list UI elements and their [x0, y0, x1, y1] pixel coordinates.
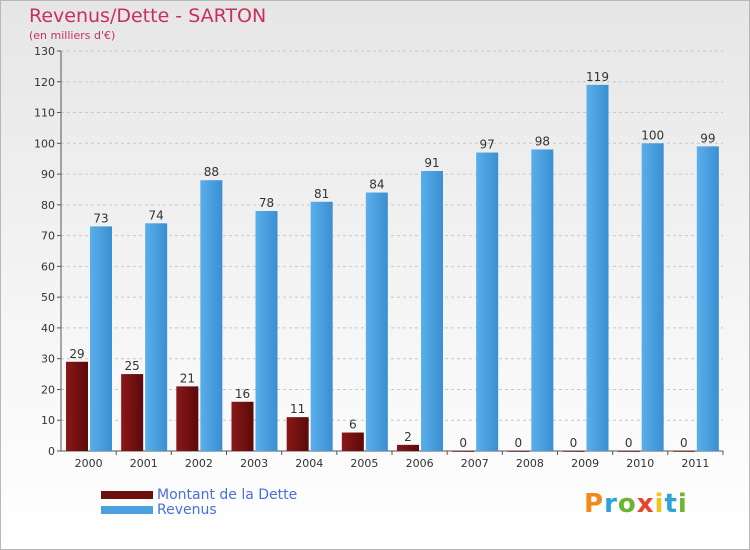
x-tick-label: 2001 [130, 457, 158, 470]
x-tick-label: 2009 [571, 457, 599, 470]
bar-dette [507, 451, 530, 452]
bar-dette [286, 417, 309, 451]
legend-label-dette: Montant de la Dette [157, 486, 298, 503]
y-tick-label: 50 [41, 291, 55, 304]
legend-label-revenus: Revenus [157, 501, 217, 518]
y-tick-label: 130 [34, 45, 55, 58]
x-tick-label: 2008 [516, 457, 544, 470]
proxiti-logo: Proxiti [584, 489, 688, 519]
bar-dette [121, 374, 144, 451]
bar-dette [452, 451, 475, 452]
bar-revenus [145, 223, 168, 451]
data-label-revenus: 97 [480, 138, 495, 152]
data-label-dette: 0 [515, 436, 523, 450]
data-label-revenus: 91 [424, 156, 439, 170]
data-label-dette: 0 [570, 436, 578, 450]
y-tick-label: 10 [41, 414, 55, 427]
bar-dette [231, 401, 254, 451]
data-label-revenus: 78 [259, 196, 274, 210]
y-tick-label: 0 [48, 445, 55, 458]
bar-revenus [255, 211, 278, 451]
data-label-dette: 0 [680, 436, 688, 450]
y-tick-label: 110 [34, 107, 55, 120]
y-tick-label: 40 [41, 322, 55, 335]
x-tick-label: 2002 [185, 457, 213, 470]
y-tick-label: 90 [41, 168, 55, 181]
bar-dette [176, 386, 199, 451]
legend-swatch-dette [101, 490, 153, 499]
bar-revenus [476, 152, 499, 452]
legend-item-revenus: Revenus [101, 501, 297, 518]
data-label-dette: 0 [459, 436, 467, 450]
data-label-dette: 29 [69, 347, 84, 361]
y-tick-label: 70 [41, 230, 55, 243]
x-tick-label: 2000 [75, 457, 103, 470]
data-label-dette: 25 [125, 359, 140, 373]
data-label-revenus: 119 [586, 70, 609, 84]
x-tick-label: 2010 [626, 457, 654, 470]
bar-revenus [696, 146, 719, 451]
bar-revenus [310, 201, 333, 451]
bar-revenus [200, 180, 223, 451]
bar-revenus [90, 226, 112, 451]
data-label-dette: 21 [180, 371, 195, 385]
legend: Montant de la Dette Revenus [101, 486, 298, 518]
bar-dette [672, 451, 695, 452]
x-tick-label: 2004 [295, 457, 323, 470]
bar-dette [617, 451, 640, 452]
x-tick-label: 2007 [461, 457, 489, 470]
data-label-dette: 11 [290, 402, 305, 416]
y-tick-label: 120 [34, 76, 55, 89]
x-tick-label: 2005 [350, 457, 378, 470]
chart-subtitle: (en milliers d'€) [29, 29, 116, 42]
data-label-dette: 0 [625, 436, 633, 450]
data-label-revenus: 73 [93, 211, 108, 225]
bar-dette [66, 361, 88, 451]
bar-revenus [641, 143, 664, 452]
data-label-revenus: 84 [369, 178, 384, 192]
x-tick-label: 2006 [406, 457, 434, 470]
data-label-dette: 2 [404, 430, 412, 444]
data-label-dette: 16 [235, 387, 250, 401]
y-tick-label: 100 [34, 137, 55, 150]
data-label-dette: 6 [349, 418, 357, 432]
bar-revenus [531, 149, 554, 451]
bar-revenus [421, 171, 443, 451]
y-tick-label: 30 [41, 353, 55, 366]
data-label-revenus: 81 [314, 187, 329, 201]
data-label-revenus: 100 [641, 128, 664, 142]
data-label-revenus: 99 [700, 131, 715, 145]
bar-dette [562, 451, 585, 452]
y-tick-label: 60 [41, 260, 55, 273]
data-label-revenus: 88 [204, 165, 219, 179]
bar-revenus [365, 192, 388, 452]
x-tick-label: 2003 [240, 457, 268, 470]
y-tick-label: 20 [41, 383, 55, 396]
legend-item-dette: Montant de la Dette [101, 486, 298, 503]
x-tick-label: 2011 [681, 457, 709, 470]
legend-swatch-revenus [101, 505, 153, 514]
y-tick-label: 80 [41, 199, 55, 212]
bar-dette [397, 444, 419, 451]
bar-revenus [586, 84, 609, 451]
data-label-revenus: 98 [535, 134, 550, 148]
bar-dette [341, 432, 364, 451]
chart-title: Revenus/Dette - SARTON [29, 5, 267, 27]
data-label-revenus: 74 [149, 208, 164, 222]
